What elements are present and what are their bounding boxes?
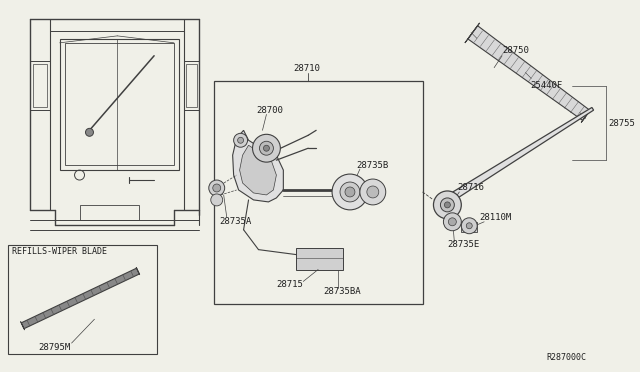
Circle shape xyxy=(332,174,368,210)
Polygon shape xyxy=(468,26,590,121)
Circle shape xyxy=(264,145,269,151)
Circle shape xyxy=(345,187,355,197)
Circle shape xyxy=(253,134,280,162)
Polygon shape xyxy=(465,23,479,43)
Circle shape xyxy=(211,194,223,206)
Text: 28795M: 28795M xyxy=(38,343,71,352)
Text: 25440F: 25440F xyxy=(530,81,562,90)
Circle shape xyxy=(209,180,225,196)
Circle shape xyxy=(259,141,273,155)
Circle shape xyxy=(367,186,379,198)
Text: 28715: 28715 xyxy=(276,280,303,289)
Circle shape xyxy=(237,137,244,143)
Text: 28716: 28716 xyxy=(458,183,484,192)
Circle shape xyxy=(440,198,454,212)
Text: 28110M: 28110M xyxy=(479,213,511,222)
Text: 28750: 28750 xyxy=(502,46,529,55)
Text: 28710: 28710 xyxy=(293,64,320,73)
Text: 28735BA: 28735BA xyxy=(323,287,361,296)
Polygon shape xyxy=(445,108,594,203)
Polygon shape xyxy=(581,108,591,122)
Text: R287000C: R287000C xyxy=(547,353,587,362)
Text: REFILLS-WIPER BLADE: REFILLS-WIPER BLADE xyxy=(12,247,107,256)
Circle shape xyxy=(360,179,386,205)
Circle shape xyxy=(340,182,360,202)
Polygon shape xyxy=(233,130,284,202)
Circle shape xyxy=(234,133,248,147)
Circle shape xyxy=(86,128,93,136)
Circle shape xyxy=(212,184,221,192)
Circle shape xyxy=(467,223,472,229)
Circle shape xyxy=(444,202,451,208)
Polygon shape xyxy=(20,321,25,330)
Circle shape xyxy=(433,191,461,219)
Polygon shape xyxy=(461,222,477,232)
Circle shape xyxy=(461,218,477,234)
Polygon shape xyxy=(21,268,140,329)
Polygon shape xyxy=(296,248,343,269)
Text: 28755: 28755 xyxy=(609,119,636,128)
Circle shape xyxy=(444,213,461,231)
Text: 28700: 28700 xyxy=(257,106,284,115)
Polygon shape xyxy=(136,267,140,275)
Circle shape xyxy=(449,218,456,226)
Polygon shape xyxy=(239,145,276,195)
Text: 28735B: 28735B xyxy=(356,161,388,170)
Text: 28735E: 28735E xyxy=(447,240,479,249)
Text: 28735A: 28735A xyxy=(220,217,252,226)
